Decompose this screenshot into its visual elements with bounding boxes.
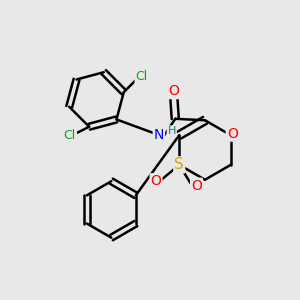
Text: O: O — [191, 179, 202, 193]
Text: N: N — [154, 128, 164, 142]
Text: H: H — [167, 126, 176, 136]
Text: Cl: Cl — [64, 129, 76, 142]
Text: O: O — [168, 84, 179, 98]
Text: O: O — [227, 127, 238, 141]
Text: S: S — [174, 158, 184, 172]
Text: O: O — [151, 174, 161, 188]
Text: Cl: Cl — [136, 70, 148, 83]
